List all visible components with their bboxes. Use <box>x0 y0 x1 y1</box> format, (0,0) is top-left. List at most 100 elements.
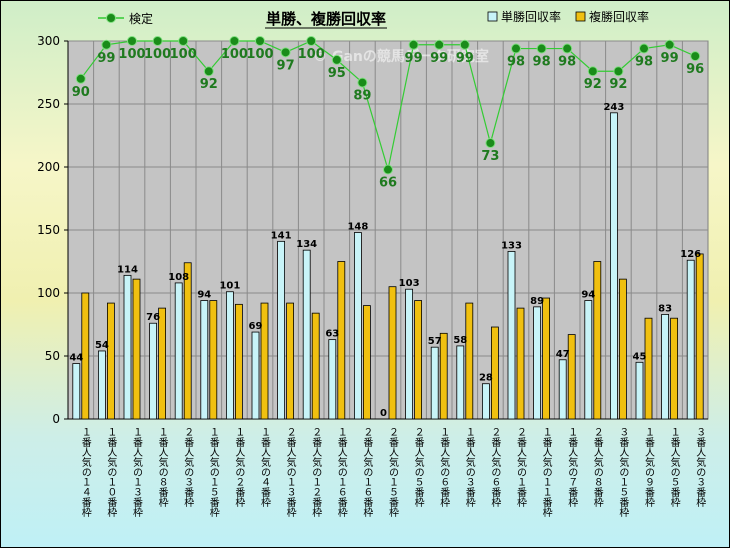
legend-marker-kentei <box>106 13 116 23</box>
marker-kentei <box>562 43 573 54</box>
bar-fukusho <box>337 261 346 420</box>
marker-kentei <box>613 66 624 77</box>
bar-tansho <box>225 291 234 420</box>
x-category-label: １番人気の１４番枠 <box>79 427 91 518</box>
bar-fukusho <box>388 286 397 420</box>
bar-fukusho <box>234 303 243 420</box>
marker-kentei <box>178 36 189 46</box>
marker-kentei <box>383 164 393 175</box>
data-label-tansho: 63 <box>325 329 339 340</box>
data-label-tansho: 57 <box>428 336 442 347</box>
bar-tansho <box>353 232 362 420</box>
data-label-kentei: 99 <box>430 51 448 66</box>
data-label-tansho: 108 <box>168 272 189 283</box>
data-label-kentei: 98 <box>635 55 653 70</box>
x-category-label: １番人気の１０番枠 <box>105 427 117 518</box>
x-category-label: ２番人気の８番枠 <box>591 427 603 508</box>
bar-tansho <box>328 339 337 420</box>
x-category-label: １番人気の１５番枠 <box>207 427 219 518</box>
data-label-tansho: 45 <box>633 351 647 362</box>
bar-fukusho <box>516 307 525 420</box>
marker-kentei <box>536 43 547 54</box>
x-category-label: ２番人気の１５番枠 <box>387 427 399 518</box>
x-category-label: １番人気の６番枠 <box>438 427 450 508</box>
data-label-tansho: 101 <box>219 281 240 292</box>
legend-label-tansho: 単勝回収率 <box>501 9 561 24</box>
x-category-label: ２番人気の１６番枠 <box>361 427 373 518</box>
bar-fukusho <box>286 302 295 420</box>
watermark-text: © Ganの競馬データ研究室 <box>313 48 489 65</box>
marker-kentei <box>690 51 701 62</box>
bar-fukusho <box>209 300 218 420</box>
bar-fukusho <box>567 334 576 420</box>
marker-kentei <box>664 39 675 50</box>
data-label-tansho: 94 <box>581 290 595 301</box>
bar-tansho <box>72 363 81 420</box>
x-category-label: ２番人気の１番枠 <box>515 427 527 508</box>
marker-kentei <box>152 36 163 46</box>
marker-kentei <box>229 36 240 46</box>
data-label-kentei: 99 <box>97 51 115 66</box>
bar-tansho <box>558 359 567 420</box>
legend-swatch-fukusho <box>575 11 586 22</box>
chart-title: 単勝、複勝回収率 <box>266 10 386 28</box>
data-label-kentei: 98 <box>558 55 576 70</box>
bar-tansho <box>430 346 439 420</box>
x-category-label: １番人気の４番枠 <box>259 427 271 508</box>
bar-fukusho <box>158 307 167 420</box>
x-category-label: ２番人気の６番枠 <box>489 427 501 508</box>
data-label-kentei: 100 <box>144 47 171 62</box>
x-category-label: １番人気の１６番枠 <box>335 427 347 518</box>
x-category-label: ３番人気の３番枠 <box>694 427 706 508</box>
legend-swatch-tansho <box>487 11 498 22</box>
bar-tansho <box>584 300 593 420</box>
x-category-label: １番人気の１３番枠 <box>131 427 143 518</box>
bar-fukusho <box>542 297 550 420</box>
bar-tansho <box>635 361 644 420</box>
marker-kentei <box>101 39 112 50</box>
x-category-label: １番人気の７番枠 <box>566 427 578 508</box>
bar-fukusho <box>695 253 704 420</box>
data-label-kentei: 89 <box>353 89 371 104</box>
bar-fukusho <box>439 332 448 420</box>
bar-tansho <box>533 306 541 420</box>
bar-fukusho <box>670 317 678 420</box>
data-label-kentei: 100 <box>170 47 197 62</box>
data-label-kentei: 92 <box>609 77 627 92</box>
bar-tansho <box>277 240 286 420</box>
y-tick-label: 50 <box>45 349 60 363</box>
x-category-label: １番人気の２番枠 <box>233 427 245 508</box>
y-tick-label: 300 <box>37 34 60 48</box>
bar-fukusho <box>362 305 371 420</box>
x-category-label: ２番人気の５番枠 <box>412 427 424 508</box>
bar-tansho <box>200 300 209 420</box>
data-label-tansho: 28 <box>479 373 493 384</box>
marker-kentei <box>511 43 521 54</box>
data-label-tansho: 76 <box>146 312 160 323</box>
bar-tansho <box>98 350 106 420</box>
data-label-kentei: 100 <box>118 47 145 62</box>
bar-fukusho <box>593 261 602 420</box>
x-category-label: ３番人気の１５番枠 <box>617 427 629 518</box>
data-label-tansho: 103 <box>399 278 420 289</box>
marker-kentei <box>75 73 86 84</box>
marker-kentei <box>203 66 214 77</box>
bar-tansho <box>456 345 465 420</box>
marker-kentei <box>306 36 317 46</box>
bar-fukusho <box>81 292 90 420</box>
data-label-kentei: 100 <box>246 47 273 62</box>
legend-label-kentei: 検定 <box>129 11 153 26</box>
x-category-label: １番人気の８番枠 <box>156 427 168 508</box>
x-category-label: １番人気の３番枠 <box>463 427 475 508</box>
marker-kentei <box>587 66 598 77</box>
marker-kentei <box>408 39 419 50</box>
y-tick-label: 250 <box>37 97 60 111</box>
data-label-tansho: 94 <box>197 290 211 301</box>
bar-fukusho <box>132 278 141 420</box>
bar-tansho <box>507 251 516 420</box>
x-category-label: ２番人気の３番枠 <box>182 427 194 508</box>
marker-kentei <box>639 43 649 54</box>
y-tick-label: 100 <box>37 286 60 300</box>
data-label-tansho: 134 <box>296 239 317 250</box>
